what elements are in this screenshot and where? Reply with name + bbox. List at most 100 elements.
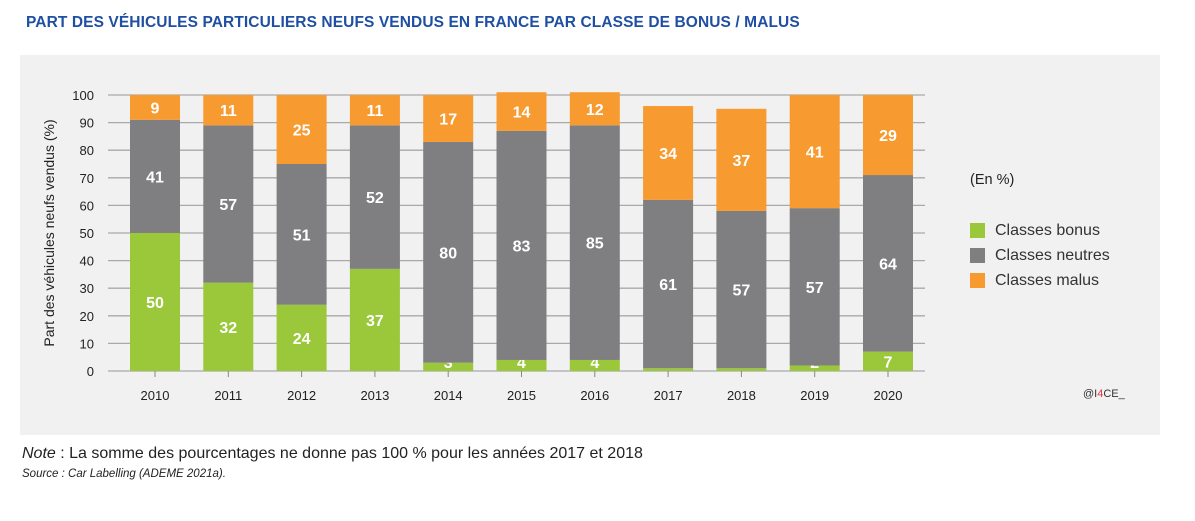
bar-segment-classes-malus (203, 95, 254, 126)
bar-segment-classes-bonus (863, 351, 913, 371)
legend-item-malus: Classes malus (950, 268, 1110, 293)
data-label: 17 (439, 111, 457, 128)
bar-segment-classes-malus (569, 92, 620, 126)
legend-label: Classes neutres (995, 246, 1110, 264)
y-tick-label: 20 (80, 309, 94, 324)
bar-segment-classes-malus (789, 95, 840, 209)
bar-segment-classes-malus (423, 95, 474, 142)
x-tick-label: 2017 (654, 388, 683, 403)
stacked-bar-chart: 0 10 20 30 40 50 60 70 80 90 100 50 41 9 32 57 11 24 51 25… (41, 88, 925, 403)
data-label: 32 (219, 320, 237, 337)
data-label: 64 (879, 256, 897, 273)
bar-segment-classes-bonus (643, 368, 694, 371)
bar-segment-classes-bonus (789, 365, 840, 371)
data-label: 52 (366, 190, 384, 207)
y-tick-label: 50 (80, 226, 94, 241)
bar-segment-classes-bonus (203, 282, 254, 371)
bar-segment-classes-neutres (496, 130, 547, 360)
data-label: 11 (220, 103, 237, 120)
bar-segment-classes-neutres (643, 199, 694, 369)
bar-segment-classes-neutres (863, 175, 913, 352)
data-label: 50 (146, 295, 164, 312)
i4ce-logo: @I4CE_ (1083, 388, 1125, 400)
legend-item-bonus: Classes bonus (950, 218, 1110, 243)
bar-segment-classes-neutres (349, 125, 400, 269)
x-axis-ticks: 2010 2011 2012 2013 2014 2015 2016 2017 2018 2019… (141, 371, 903, 403)
data-label: 83 (513, 238, 531, 255)
y-axis-label: Part des véhicules neufs vendus (%) (41, 119, 57, 346)
note-text: : La somme des pourcentages ne donne pas… (55, 445, 643, 462)
legend-unit: (En %) (970, 172, 1015, 188)
chart-note: Note : La somme des pourcentages ne donn… (22, 445, 643, 463)
x-tick-label: 2019 (800, 388, 829, 403)
bar-segment-classes-bonus (569, 359, 620, 371)
bar-segment-classes-malus (496, 92, 547, 131)
data-label: 57 (219, 197, 237, 214)
data-label: 85 (586, 236, 604, 253)
chart-title: PART DES VÉHICULES PARTICULIERS NEUFS VE… (26, 14, 800, 31)
data-label: 11 (366, 103, 383, 120)
bar-segment-classes-bonus (423, 362, 474, 371)
x-tick-label: 2011 (214, 388, 242, 403)
data-label: 3 (444, 355, 453, 372)
y-tick-label: 80 (80, 143, 94, 158)
data-label: 80 (439, 245, 457, 262)
x-tick-label: 2020 (874, 388, 903, 403)
y-axis-ticks: 0 10 20 30 40 50 60 70 80 90 100 (72, 88, 94, 379)
bar-segment-classes-bonus (130, 233, 180, 371)
bar-segment-classes-bonus (716, 368, 767, 371)
chart-panel: 0 10 20 30 40 50 60 70 80 90 100 50 41 9 32 57 11 24 51 25… (20, 55, 1160, 435)
legend-swatch-neutres (970, 248, 985, 263)
data-label: 41 (806, 145, 824, 162)
bar-segment-classes-neutres (130, 119, 180, 233)
y-tick-label: 100 (72, 88, 94, 103)
bar-segment-classes-neutres (716, 210, 767, 369)
bar-segment-classes-bonus (349, 268, 400, 371)
bar-segment-classes-neutres (203, 125, 254, 283)
data-label: 41 (146, 169, 164, 186)
x-tick-label: 2012 (287, 388, 316, 403)
data-label: 4 (517, 355, 526, 372)
data-label: 51 (293, 227, 311, 244)
data-label: 4 (590, 355, 599, 372)
y-tick-label: 60 (80, 198, 94, 213)
legend-label: Classes malus (995, 271, 1100, 289)
chart-source: Source : Car Labelling (ADEME 2021a). (22, 468, 226, 480)
y-tick-label: 0 (87, 364, 94, 379)
x-tick-label: 2015 (507, 388, 536, 403)
bar-segment-classes-bonus (496, 359, 547, 371)
data-label: 37 (733, 153, 751, 170)
legend-label: Classes bonus (995, 221, 1100, 239)
legend-item-neutres: Classes neutres (950, 243, 1110, 268)
y-tick-label: 70 (80, 171, 94, 186)
data-label: 12 (586, 102, 604, 119)
bar-segment-classes-bonus (276, 304, 327, 371)
bar-segment-classes-malus (716, 108, 767, 211)
data-label: 7 (884, 354, 893, 371)
note-label: Note (22, 445, 56, 462)
x-tick-label: 2018 (727, 388, 756, 403)
data-label: 37 (366, 313, 384, 330)
bar-segment-classes-neutres (569, 125, 620, 360)
data-label: 9 (151, 100, 160, 117)
y-tick-label: 40 (80, 254, 94, 269)
data-label: 57 (806, 280, 824, 297)
y-tick-label: 30 (80, 281, 94, 296)
bar-segment-classes-neutres (276, 164, 327, 305)
legend: (En %) Classes bonus Classes neutres Cla… (950, 172, 1110, 293)
bars: 5041932571124512537521138017483144851216… (130, 92, 913, 372)
y-tick-label: 10 (80, 336, 94, 351)
bar-segment-classes-malus (643, 106, 694, 200)
data-label: 29 (879, 128, 897, 145)
data-label: 25 (293, 123, 311, 140)
bar-segment-classes-malus (863, 95, 913, 176)
legend-swatch-malus (970, 273, 985, 288)
x-tick-label: 2013 (360, 388, 389, 403)
bar-segment-classes-neutres (423, 141, 474, 363)
data-label: 14 (513, 105, 531, 122)
y-tick-label: 90 (80, 116, 94, 131)
data-label: 24 (293, 331, 311, 348)
bar-segment-classes-malus (276, 95, 327, 164)
legend-swatch-bonus (970, 223, 985, 238)
bar-segment-classes-malus (130, 95, 180, 120)
